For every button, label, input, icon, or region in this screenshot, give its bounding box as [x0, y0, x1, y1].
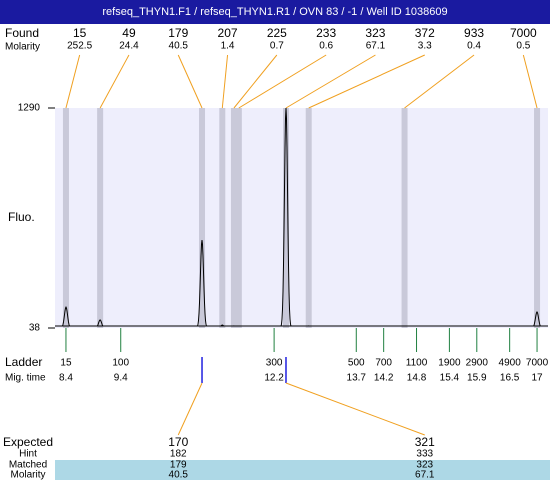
found-molarity: 67.1 — [366, 41, 386, 52]
found-molarity: 24.4 — [119, 41, 139, 52]
title-bar — [0, 0, 550, 24]
ladder-time: 8.4 — [59, 373, 73, 384]
peak-guide — [522, 54, 538, 109]
found-molarity: 252.5 — [67, 41, 92, 52]
peak-band — [219, 108, 226, 328]
found-size: 15 — [73, 26, 87, 40]
matched-molarity: 40.5 — [169, 470, 189, 480]
found-size: 933 — [464, 26, 484, 40]
ladder-size: 500 — [348, 358, 365, 369]
found-label: Found — [5, 26, 39, 40]
mig-time-label: Mig. time — [5, 373, 46, 384]
ladder-time: 14.2 — [374, 373, 394, 384]
found-size: 207 — [218, 26, 238, 40]
matched-size: 179 — [170, 460, 187, 471]
molarity-label: Molarity — [5, 42, 40, 53]
ladder-time: 12.2 — [264, 373, 284, 384]
ladder-size: 700 — [375, 358, 392, 369]
row-label: Matched — [9, 460, 47, 471]
peak-band — [230, 108, 237, 328]
found-size: 49 — [122, 26, 136, 40]
found-size: 7000 — [510, 26, 537, 40]
peak-guide — [308, 54, 425, 109]
peak-band — [534, 108, 541, 328]
peak-guide — [238, 54, 327, 109]
ladder-time: 13.7 — [347, 373, 367, 384]
found-size: 323 — [365, 26, 385, 40]
matched-row — [55, 460, 550, 470]
peak-guide — [99, 54, 130, 109]
matched-size: 323 — [416, 460, 433, 471]
found-size: 179 — [168, 26, 188, 40]
ladder-time: 9.4 — [114, 373, 128, 384]
hint-size: 182 — [170, 449, 187, 460]
peak-guide — [221, 54, 229, 109]
expected-size: 170 — [168, 435, 188, 449]
expected-size: 321 — [415, 435, 435, 449]
found-molarity: 0.5 — [516, 41, 530, 52]
ladder-size: 4900 — [499, 358, 522, 369]
expected-label: Expected — [3, 435, 53, 449]
peak-band — [282, 108, 289, 328]
row-label: Molarity — [10, 470, 45, 480]
ladder-size: 15 — [60, 358, 72, 369]
row-label: Hint — [19, 449, 37, 460]
y-axis-label: Fluo. — [8, 210, 35, 224]
matched-molarity: 67.1 — [415, 470, 435, 480]
peak-band — [235, 108, 242, 328]
y-tick-label: 1290 — [18, 103, 41, 114]
peak-trace — [91, 319, 110, 327]
ladder-time: 17 — [531, 373, 543, 384]
ladder-size: 1100 — [406, 358, 428, 369]
peak-band — [199, 108, 206, 328]
ladder-size: 100 — [112, 358, 129, 369]
found-molarity: 40.5 — [169, 41, 189, 52]
peak-band — [62, 108, 69, 328]
plot-area — [55, 108, 548, 328]
peak-band — [305, 108, 312, 328]
y-tick-label: 38 — [29, 323, 41, 334]
ladder-time: 14.8 — [407, 373, 427, 384]
peak-band — [401, 108, 408, 328]
peak-trace — [193, 239, 211, 327]
peak-guide — [404, 54, 475, 109]
found-molarity: 1.4 — [221, 41, 235, 52]
found-molarity: 0.4 — [467, 41, 481, 52]
ladder-time: 15.4 — [440, 373, 460, 384]
expected-guide — [285, 382, 425, 436]
ladder-time: 15.9 — [467, 373, 487, 384]
peak-trace — [57, 305, 75, 327]
peak-trace — [528, 311, 546, 327]
peak-guide — [65, 54, 81, 109]
ladder-time: 16.5 — [500, 373, 520, 384]
ladder-size: 1900 — [438, 358, 461, 369]
ladder-size: 300 — [266, 358, 283, 369]
peak-trace — [277, 107, 295, 327]
found-size: 372 — [415, 26, 435, 40]
peak-guide — [285, 54, 376, 109]
found-molarity: 0.7 — [270, 41, 284, 52]
found-molarity: 3.3 — [418, 41, 432, 52]
found-size: 233 — [316, 26, 336, 40]
molarity-row — [55, 470, 550, 480]
expected-guide — [177, 382, 203, 436]
peak-guide — [177, 54, 203, 109]
found-size: 225 — [267, 26, 287, 40]
title: refseq_THYN1.F1 / refseq_THYN1.R1 / OVN … — [102, 6, 447, 18]
found-molarity: 0.6 — [319, 41, 333, 52]
ladder-label: Ladder — [5, 355, 42, 369]
hint-size: 333 — [416, 449, 433, 460]
peak-guide — [233, 54, 278, 109]
ladder-size: 7000 — [526, 358, 549, 369]
peak-band — [97, 108, 104, 328]
ladder-size: 2900 — [466, 358, 489, 369]
